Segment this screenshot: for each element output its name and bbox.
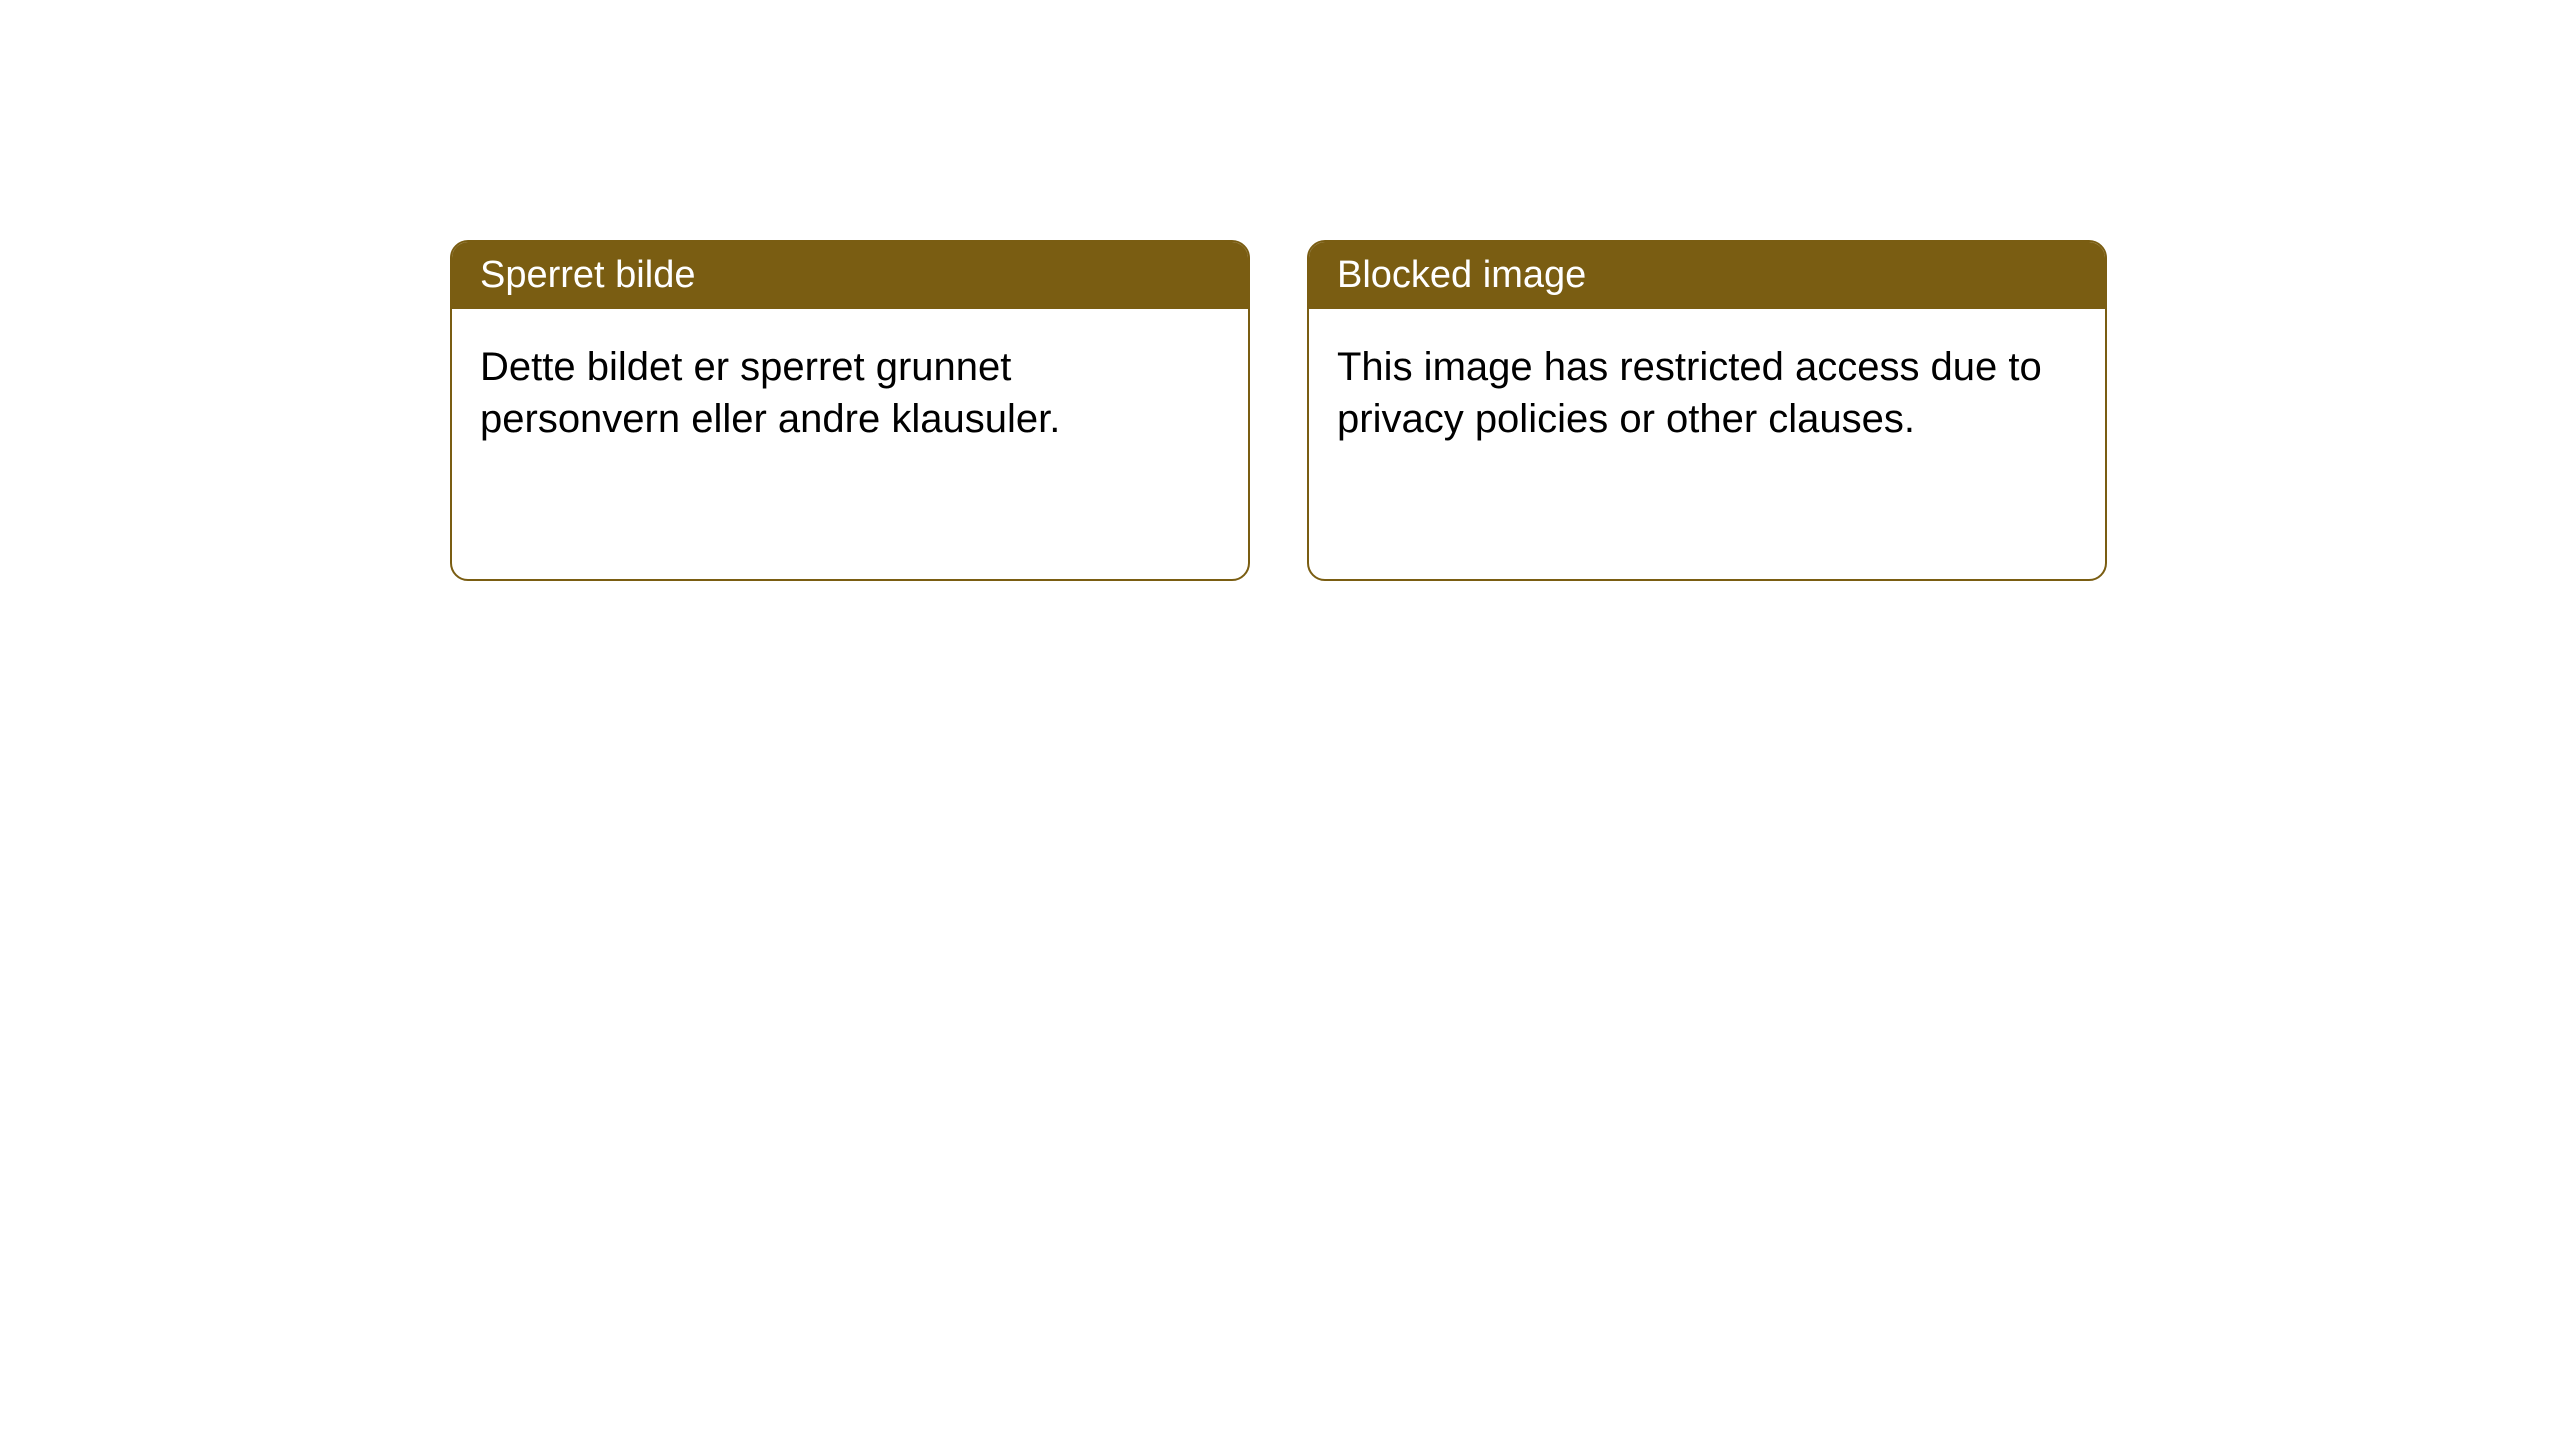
card-header: Sperret bilde <box>452 242 1248 309</box>
blocked-image-card-norwegian: Sperret bilde Dette bildet er sperret gr… <box>450 240 1250 581</box>
cards-container: Sperret bilde Dette bildet er sperret gr… <box>450 240 2107 581</box>
card-header: Blocked image <box>1309 242 2105 309</box>
blocked-image-card-english: Blocked image This image has restricted … <box>1307 240 2107 581</box>
card-body: Dette bildet er sperret grunnet personve… <box>452 309 1248 579</box>
card-body: This image has restricted access due to … <box>1309 309 2105 579</box>
